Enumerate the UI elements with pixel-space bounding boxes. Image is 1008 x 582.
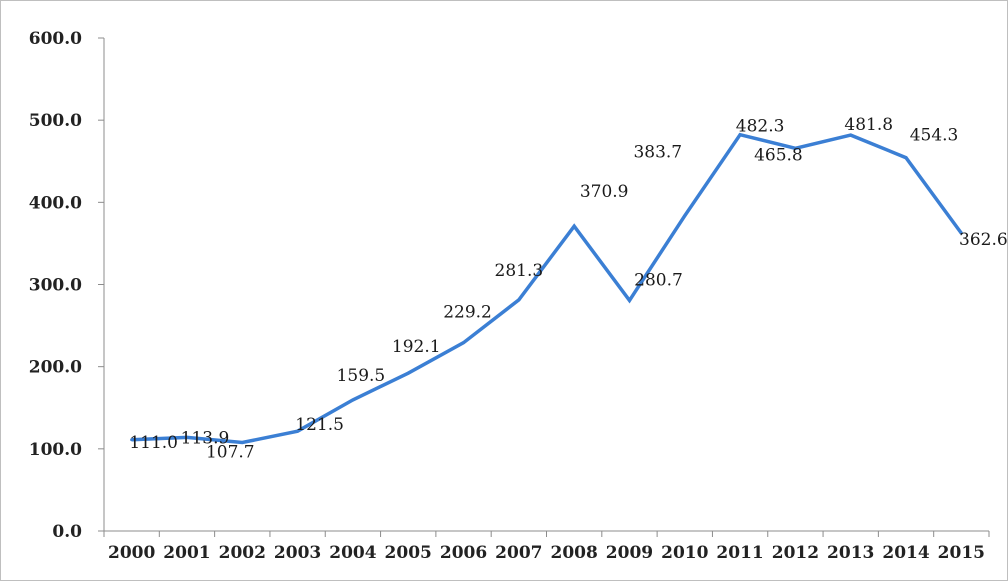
data-label: 362.6 [959, 230, 1008, 250]
y-tick-label: 200.0 [29, 358, 82, 378]
x-tick-label: 2013 [827, 543, 874, 563]
data-label: 111.0 [129, 433, 178, 453]
data-point [130, 438, 134, 442]
data-point [296, 429, 300, 433]
data-label: 481.8 [844, 115, 893, 135]
data-label: 281.3 [495, 261, 544, 281]
data-point [462, 341, 466, 345]
x-tick-label: 2003 [274, 543, 321, 563]
y-tick-label: 500.0 [29, 111, 82, 131]
data-label: 159.5 [337, 366, 386, 386]
y-tick-label: 0.0 [52, 522, 82, 542]
data-label: 229.2 [443, 303, 492, 323]
data-point [849, 133, 853, 137]
data-label: 280.7 [634, 270, 683, 290]
y-tick-label: 300.0 [29, 276, 82, 296]
data-label: 113.9 [181, 428, 230, 448]
data-label: 192.1 [392, 337, 441, 357]
data-point [738, 133, 742, 137]
data-point [904, 156, 908, 160]
data-label: 454.3 [910, 126, 959, 146]
y-tick-label: 600.0 [29, 29, 82, 49]
data-point [959, 231, 963, 235]
y-tick-label: 100.0 [29, 440, 82, 460]
x-tick-label: 2014 [882, 543, 929, 563]
data-label: 482.3 [736, 117, 785, 137]
data-label: 370.9 [580, 182, 629, 202]
x-tick-label: 2012 [772, 543, 819, 563]
data-point [351, 398, 355, 402]
x-tick-label: 2008 [550, 543, 597, 563]
data-point [517, 298, 521, 302]
x-tick-label: 2001 [163, 543, 210, 563]
x-tick-label: 2015 [938, 543, 985, 563]
data-label: 121.5 [295, 415, 344, 435]
data-point [406, 371, 410, 375]
series-group [130, 132, 963, 445]
x-tick-label: 2007 [495, 543, 542, 563]
series-line [131, 132, 963, 445]
data-label: 465.8 [754, 145, 803, 165]
y-axis-ticks: 0.0 100.0 200.0 300.0 400.0 500.0 600.0 [29, 29, 104, 542]
x-tick-label: 2002 [219, 543, 266, 563]
x-tick-label: 2005 [385, 543, 432, 563]
data-point [627, 298, 631, 302]
data-label: 383.7 [633, 143, 682, 163]
x-tick-label: 2000 [108, 543, 155, 563]
x-tick-label: 2010 [661, 543, 708, 563]
data-label: 107.7 [206, 443, 255, 463]
data-point [240, 441, 244, 445]
x-tick-label: 2011 [716, 543, 763, 563]
data-point [572, 224, 576, 228]
data-point [683, 214, 687, 218]
x-tick-label: 2006 [440, 543, 487, 563]
y-tick-label: 400.0 [29, 193, 82, 213]
x-tick-label: 2009 [606, 543, 653, 563]
data-point [185, 435, 189, 439]
x-axis-ticks: 2000 2001 2002 2003 2004 2005 2006 2007 2008 2009… [103, 531, 990, 563]
data-point [793, 146, 797, 150]
x-tick-label: 2004 [329, 543, 376, 563]
